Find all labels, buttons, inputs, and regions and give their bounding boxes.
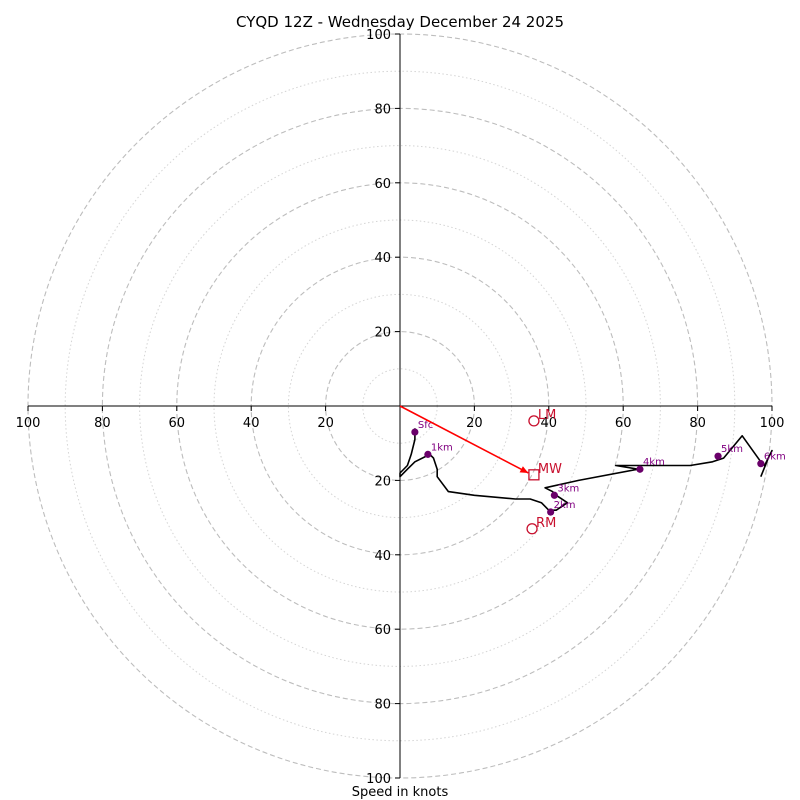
height-label-2km: 2km (554, 500, 576, 511)
y-tick-label: 80 (374, 102, 391, 117)
hodograph-line (399, 428, 773, 512)
mean-wind-label: MW (538, 462, 562, 477)
left-mover-marker (528, 415, 540, 427)
height-label-4km: 4km (643, 457, 665, 468)
height-marker-5km (714, 452, 722, 460)
y-tick-label: 20 (374, 326, 391, 341)
y-tick-label: 100 (366, 28, 391, 43)
y-tick-label: 80 (374, 698, 391, 713)
height-label-3km: 3km (557, 483, 579, 494)
x-tick-label: 80 (94, 416, 111, 431)
height-marker-4km (636, 465, 644, 473)
y-tick-label: 60 (374, 623, 391, 638)
x-tick-label: 80 (689, 416, 706, 431)
y-tick-label: 100 (366, 772, 391, 787)
y-tick-label: 60 (374, 177, 391, 192)
shear-vector-line (399, 405, 529, 474)
left-mover-label: LM (538, 408, 556, 423)
right-mover-label: RM (536, 516, 556, 531)
right-mover-marker (526, 523, 538, 535)
y-axis-ticks: 100 80 60 40 20 20 40 60 80 100 (366, 28, 400, 787)
height-marker-sfc (411, 428, 419, 436)
height-label-5km: 5km (721, 444, 743, 455)
x-tick-label: 100 (16, 416, 41, 431)
x-tick-label: 60 (615, 416, 632, 431)
x-tick-label: 40 (243, 416, 260, 431)
hodograph-trace (399, 428, 773, 512)
height-marker-6km (757, 460, 765, 468)
height-label-1km: 1km (431, 442, 453, 453)
height-marker-3km (550, 491, 558, 499)
height-marker-1km (424, 450, 432, 458)
mean-wind-marker (528, 469, 540, 481)
x-axis-label: Speed in knots (352, 785, 449, 800)
x-tick-label: 100 (760, 416, 785, 431)
x-tick-label: 20 (466, 416, 483, 431)
height-markers: Sfc 1km 2km 3km 4km 5km 6km (411, 420, 786, 516)
height-label-sfc: Sfc (418, 420, 433, 431)
x-tick-label: 60 (169, 416, 186, 431)
shear-vector-arrowhead (519, 466, 529, 473)
x-tick-label: 40 (541, 416, 558, 431)
x-axis-ticks: 100 80 60 40 20 20 40 60 80 100 (16, 406, 785, 431)
chart-title: CYQD 12Z - Wednesday December 24 2025 (236, 13, 564, 31)
height-label-6km: 6km (764, 452, 786, 463)
y-tick-label: 20 (374, 474, 391, 489)
y-tick-label: 40 (374, 251, 391, 266)
storm-motion-markers: LM MW RM (399, 405, 562, 535)
height-marker-2km (547, 508, 555, 516)
x-tick-label: 20 (317, 416, 334, 431)
y-tick-label: 40 (374, 549, 391, 564)
